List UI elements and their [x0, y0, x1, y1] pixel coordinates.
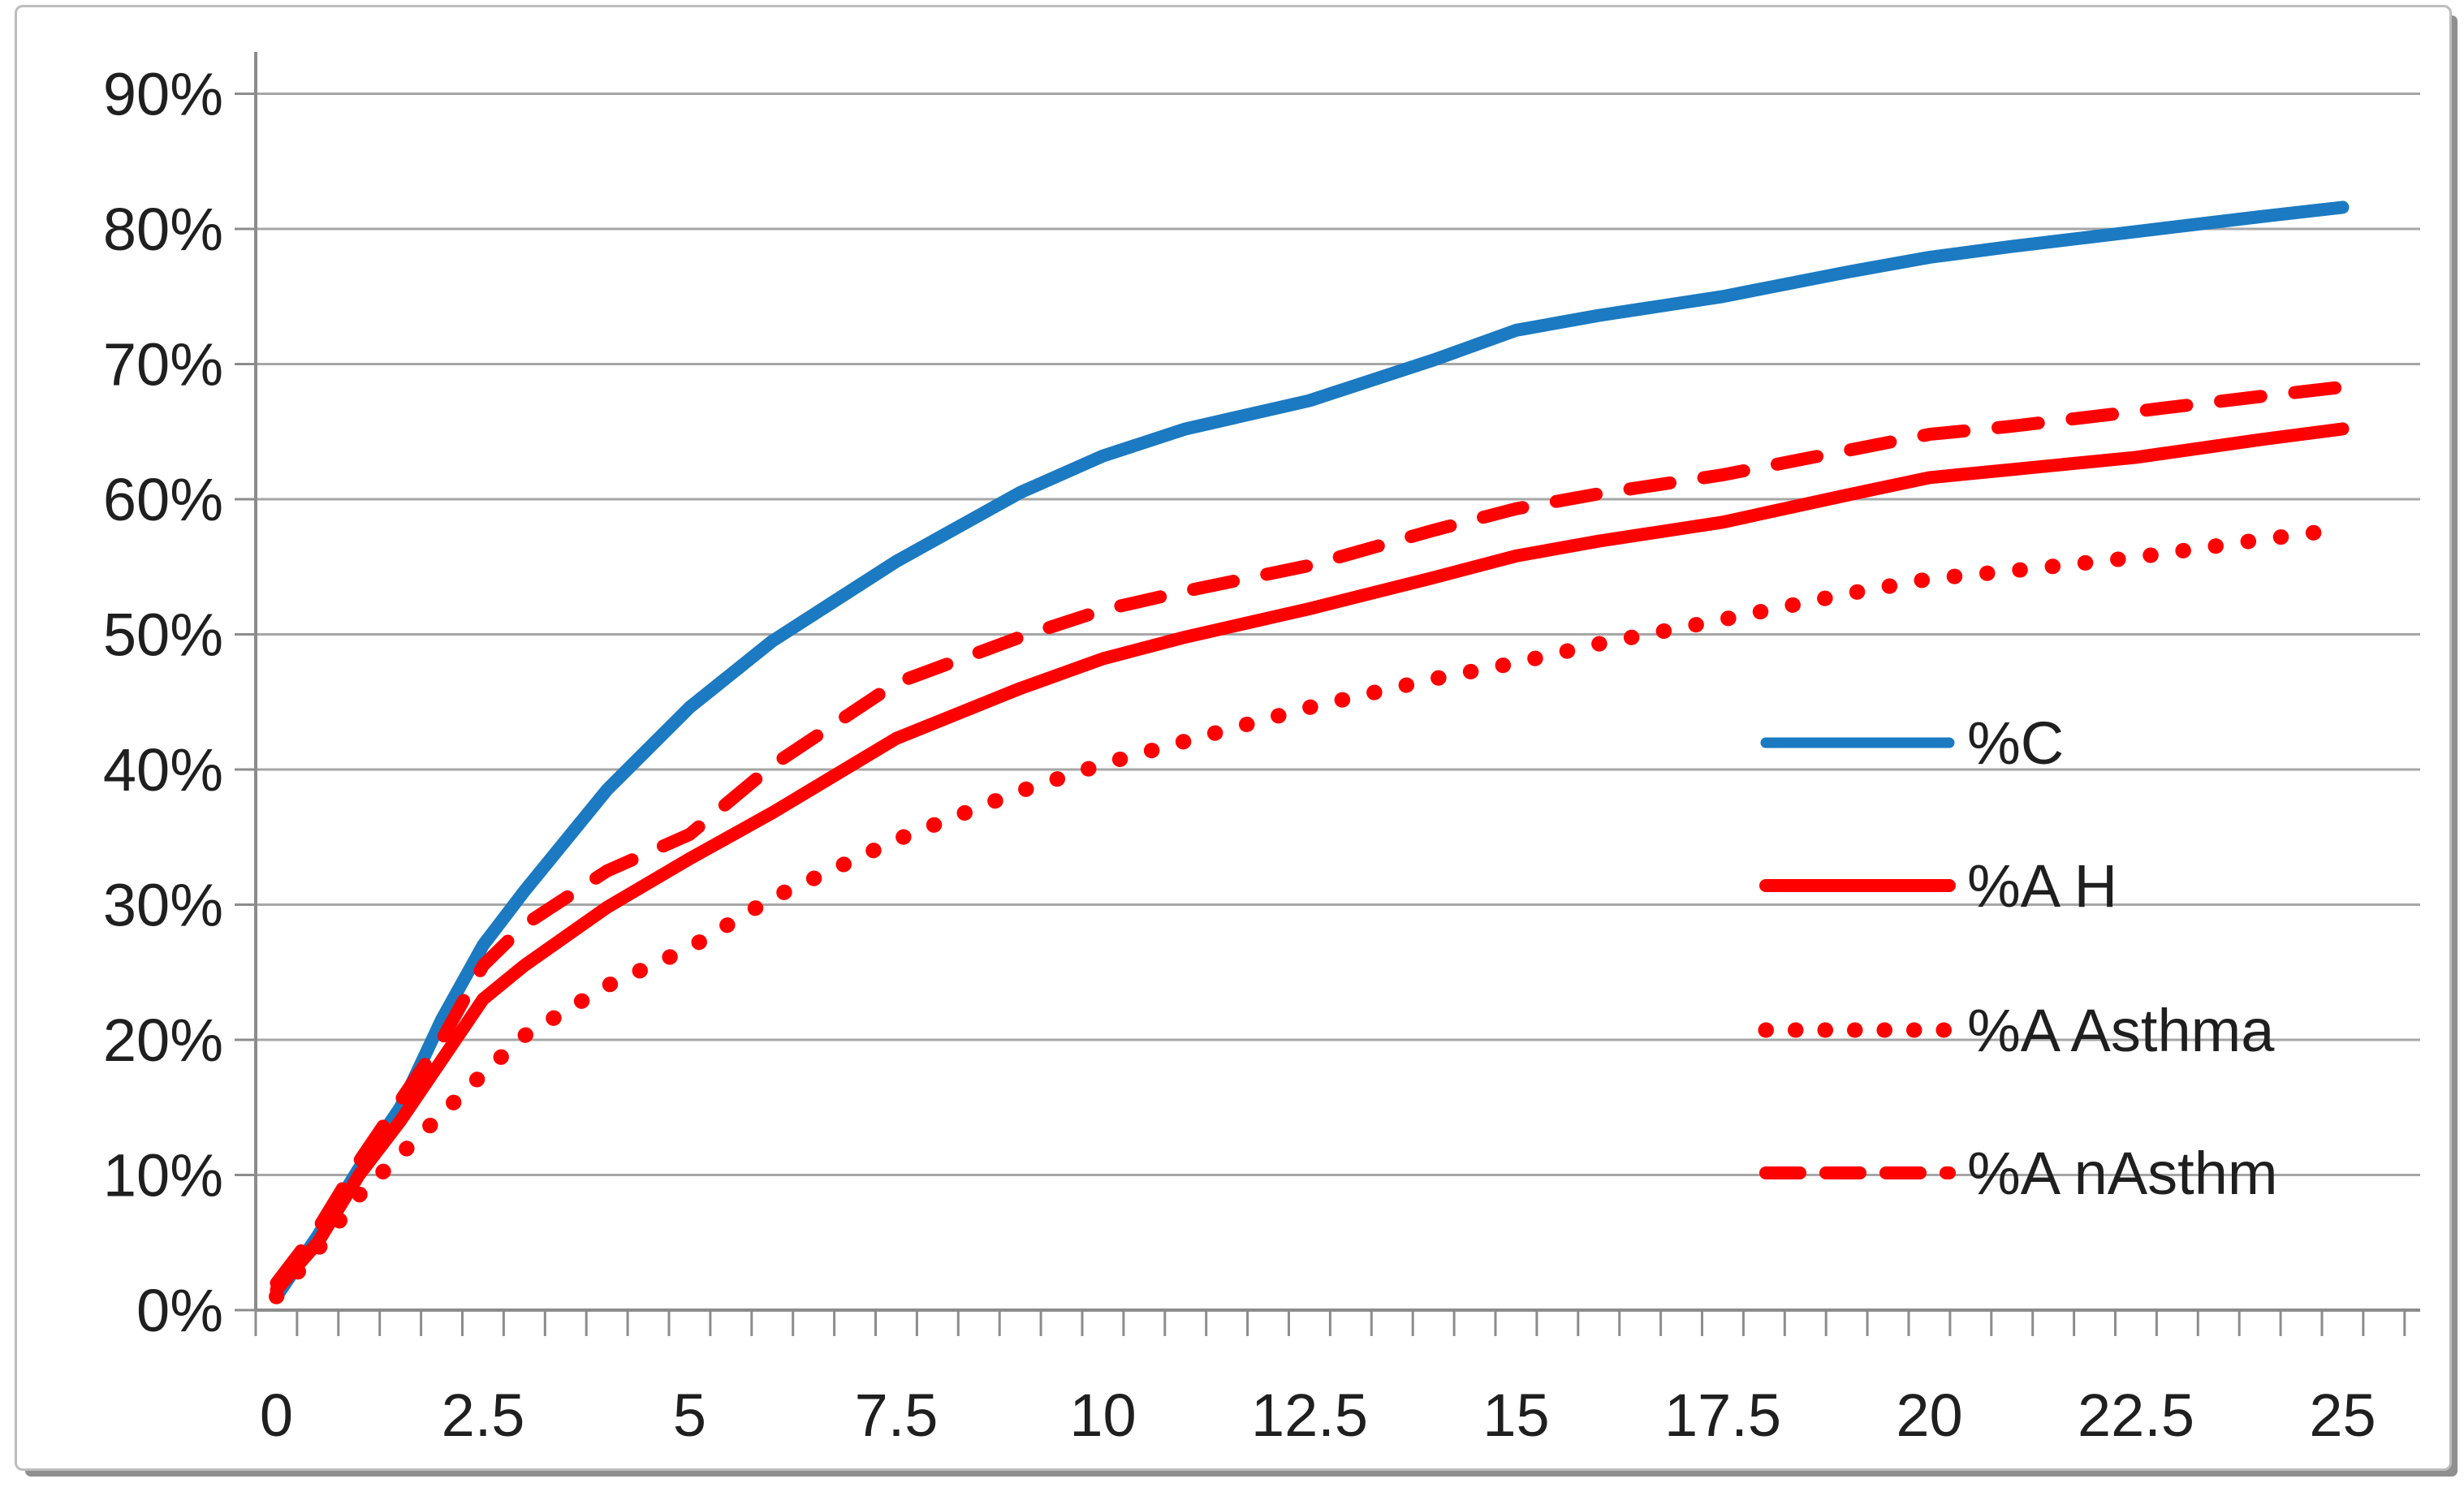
x-axis-label: 22.5 — [2078, 1382, 2194, 1449]
y-axis-label: 50% — [103, 601, 223, 669]
x-axis-label: 0 — [260, 1382, 293, 1449]
x-axis-label: 2.5 — [442, 1382, 525, 1449]
y-axis-label: 80% — [103, 196, 223, 263]
y-axis-label: 10% — [103, 1142, 223, 1209]
x-axis-label: 10 — [1069, 1382, 1136, 1449]
legend-label-3: %A Asthma — [1967, 997, 2275, 1064]
x-axis-label: 5 — [673, 1382, 706, 1449]
y-axis-label: 40% — [103, 736, 223, 804]
legend-label-1: %C — [1967, 709, 2064, 777]
line-chart: 0% 10% 20% 30% 40% 50% 60% 70% 80% 90% 0 2.5 5 7.5 10 1… — [103, 52, 2420, 1449]
y-axis-label: 90% — [103, 61, 223, 128]
y-axis-label: 20% — [103, 1007, 223, 1074]
legend-label-4: %A nAsthm — [1967, 1140, 2278, 1207]
series-line-anasthm — [270, 380, 2350, 1290]
series-line-c — [270, 200, 2350, 1304]
x-axis-label: 12.5 — [1251, 1382, 1368, 1449]
x-axis-label: 25 — [2309, 1382, 2376, 1449]
y-axis-label: 30% — [103, 872, 223, 939]
y-axis-label: 70% — [103, 331, 223, 399]
x-axis-label: 20 — [1896, 1382, 1962, 1449]
chart-frame: 0% 10% 20% 30% 40% 50% 60% 70% 80% 90% 0 2.5 5 7.5 10 1… — [15, 5, 2452, 1471]
x-axis-label: 7.5 — [855, 1382, 939, 1449]
series-line-ah — [270, 422, 2350, 1296]
y-axis-label: 60% — [103, 466, 223, 533]
series-line-aasthma — [269, 521, 2350, 1304]
y-axis-label: 0% — [136, 1277, 223, 1344]
x-axis-label: 15 — [1482, 1382, 1549, 1449]
legend-label-2: %A H — [1967, 852, 2117, 920]
x-axis-label: 17.5 — [1664, 1382, 1781, 1449]
